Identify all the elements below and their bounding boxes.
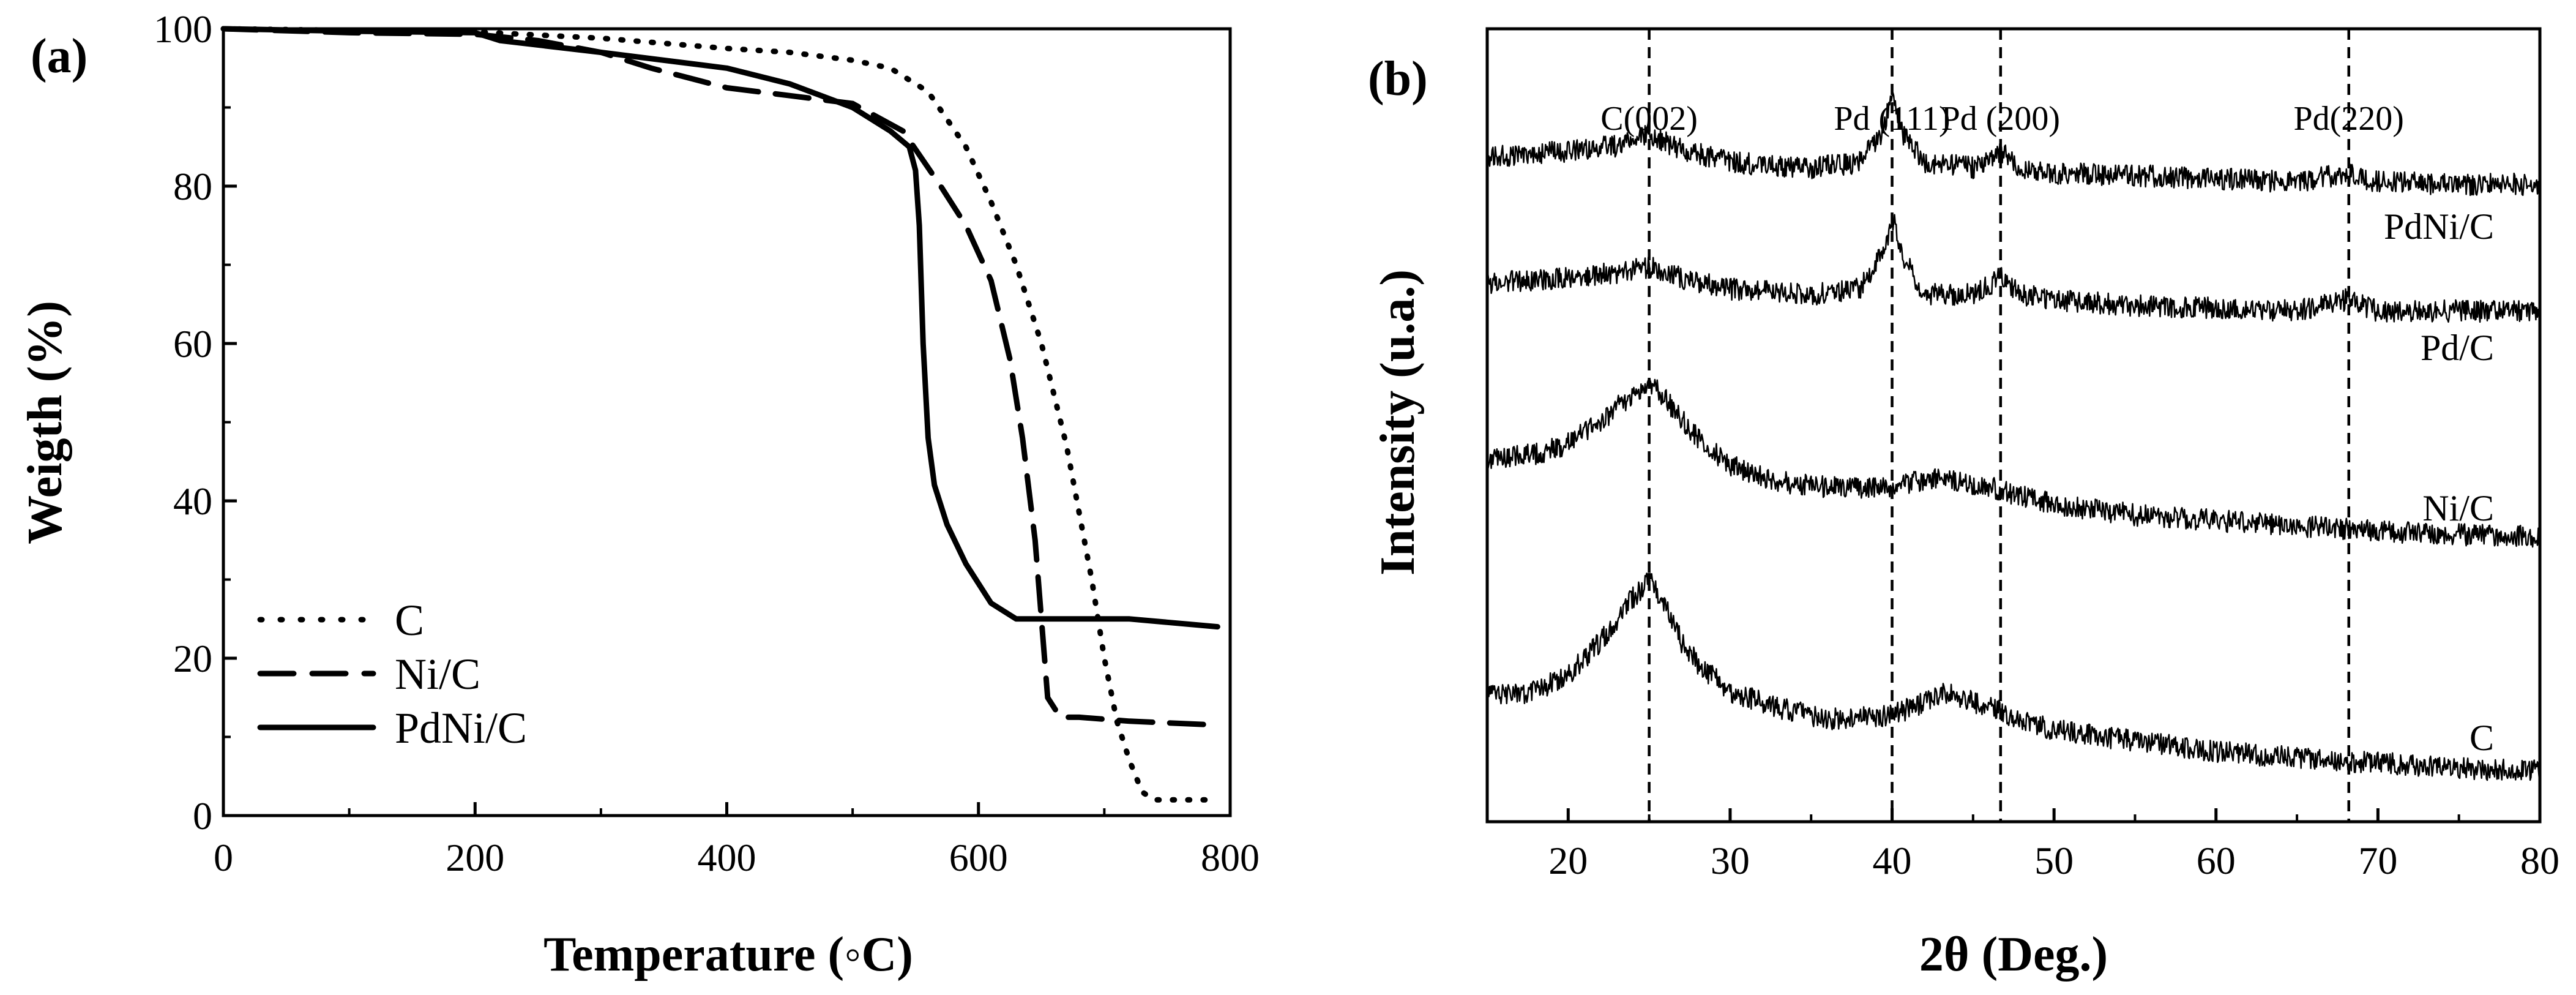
panel-b-x-tick-label: 60 — [2197, 839, 2236, 882]
panel-b-y-axis-title: Intensity (u.a.) — [1371, 269, 1425, 576]
panel-a-label: (a) — [31, 29, 88, 83]
panel-b-pattern-pd-c — [1486, 214, 2541, 323]
panel-b-axes-frame — [1485, 27, 2542, 824]
panel-b-sample-label: Pd/C — [2421, 328, 2494, 368]
panel-b-peak-label: Pd (200) — [1941, 100, 2060, 138]
panel-a-legend: C Ni/C PdNi/C — [257, 596, 527, 753]
panel-b-peak-label: Pd(220) — [2294, 100, 2404, 138]
panel-a-tga-chart: (a) 0 200 400 600 800 0 20 40 60 80 100 Temperatur… — [18, 7, 1260, 982]
panel-b-sample-label: Ni/C — [2422, 488, 2494, 528]
panel-b-x-tick-label: 80 — [2520, 839, 2559, 882]
panel-b-x-tick-label: 30 — [1711, 839, 1750, 882]
panel-a-plot-lines — [220, 26, 1220, 803]
panel-a-y-tick-label: 100 — [154, 7, 212, 51]
panel-a-x-tick-label: 800 — [1201, 836, 1260, 879]
panel-b-xrd-chart: (b) PdNi/C Pd/C Ni/C C C(002) Pd (111)Pd (200… — [1368, 27, 2559, 982]
panel-b-x-tick-label: 50 — [2034, 839, 2074, 882]
panel-a-legend-label: PdNi/C — [395, 704, 527, 753]
panel-a-y-axis-title: Weigth (%) — [18, 301, 72, 544]
panel-b-pattern-ni-c — [1486, 378, 2541, 548]
panel-a-y-tick-label: 80 — [173, 165, 212, 208]
panel-a-series-line-pdni-c — [220, 26, 1220, 630]
panel-b-sample-label: C — [2470, 718, 2494, 758]
panel-b-label: (b) — [1368, 52, 1428, 106]
panel-a-x-tick-label: 200 — [446, 836, 504, 879]
panel-a-legend-label: C — [395, 596, 424, 645]
panel-a-x-tick-label: 0 — [214, 836, 233, 879]
panel-a-series-line-c — [220, 26, 1220, 803]
panel-b-pattern-c — [1486, 573, 2541, 781]
panel-b-x-axis-title: 2θ (Deg.) — [1919, 928, 2108, 982]
panel-a-x-tick-label: 400 — [698, 836, 756, 879]
panel-a-legend-label: Ni/C — [395, 650, 480, 699]
panel-b-x-tick-label: 70 — [2358, 839, 2397, 882]
panel-b-plot-lines: PdNi/C Pd/C Ni/C C C(002) Pd (111)Pd (200) Pd(… — [1486, 29, 2541, 822]
panel-a-y-tick-label: 40 — [173, 479, 212, 523]
panel-b-x-tick-label: 20 — [1548, 839, 1588, 882]
panel-a-x-tick-label: 600 — [949, 836, 1008, 879]
panel-a-x-axis-title: Temperature (◦C) — [543, 928, 913, 982]
panel-a-y-tick-label: 0 — [193, 794, 212, 838]
panel-b-sample-label: PdNi/C — [2384, 206, 2494, 247]
panel-a-y-tick-label: 20 — [173, 637, 212, 680]
panel-a-ticks: 0 200 400 600 800 0 20 40 60 80 100 — [154, 7, 1260, 879]
panel-b-peak-label: Pd (111) — [1834, 100, 1950, 138]
panel-b-x-tick-label: 40 — [1873, 839, 1912, 882]
panel-b-peak-label: C(002) — [1600, 100, 1698, 138]
panel-a-series-line-ni-c — [220, 26, 1220, 728]
panel-b-ticks: 20 30 40 50 60 70 80 — [1486, 808, 2559, 882]
panel-a-y-tick-label: 60 — [173, 322, 212, 366]
panel-b-pattern-pdni-c — [1486, 92, 2541, 197]
